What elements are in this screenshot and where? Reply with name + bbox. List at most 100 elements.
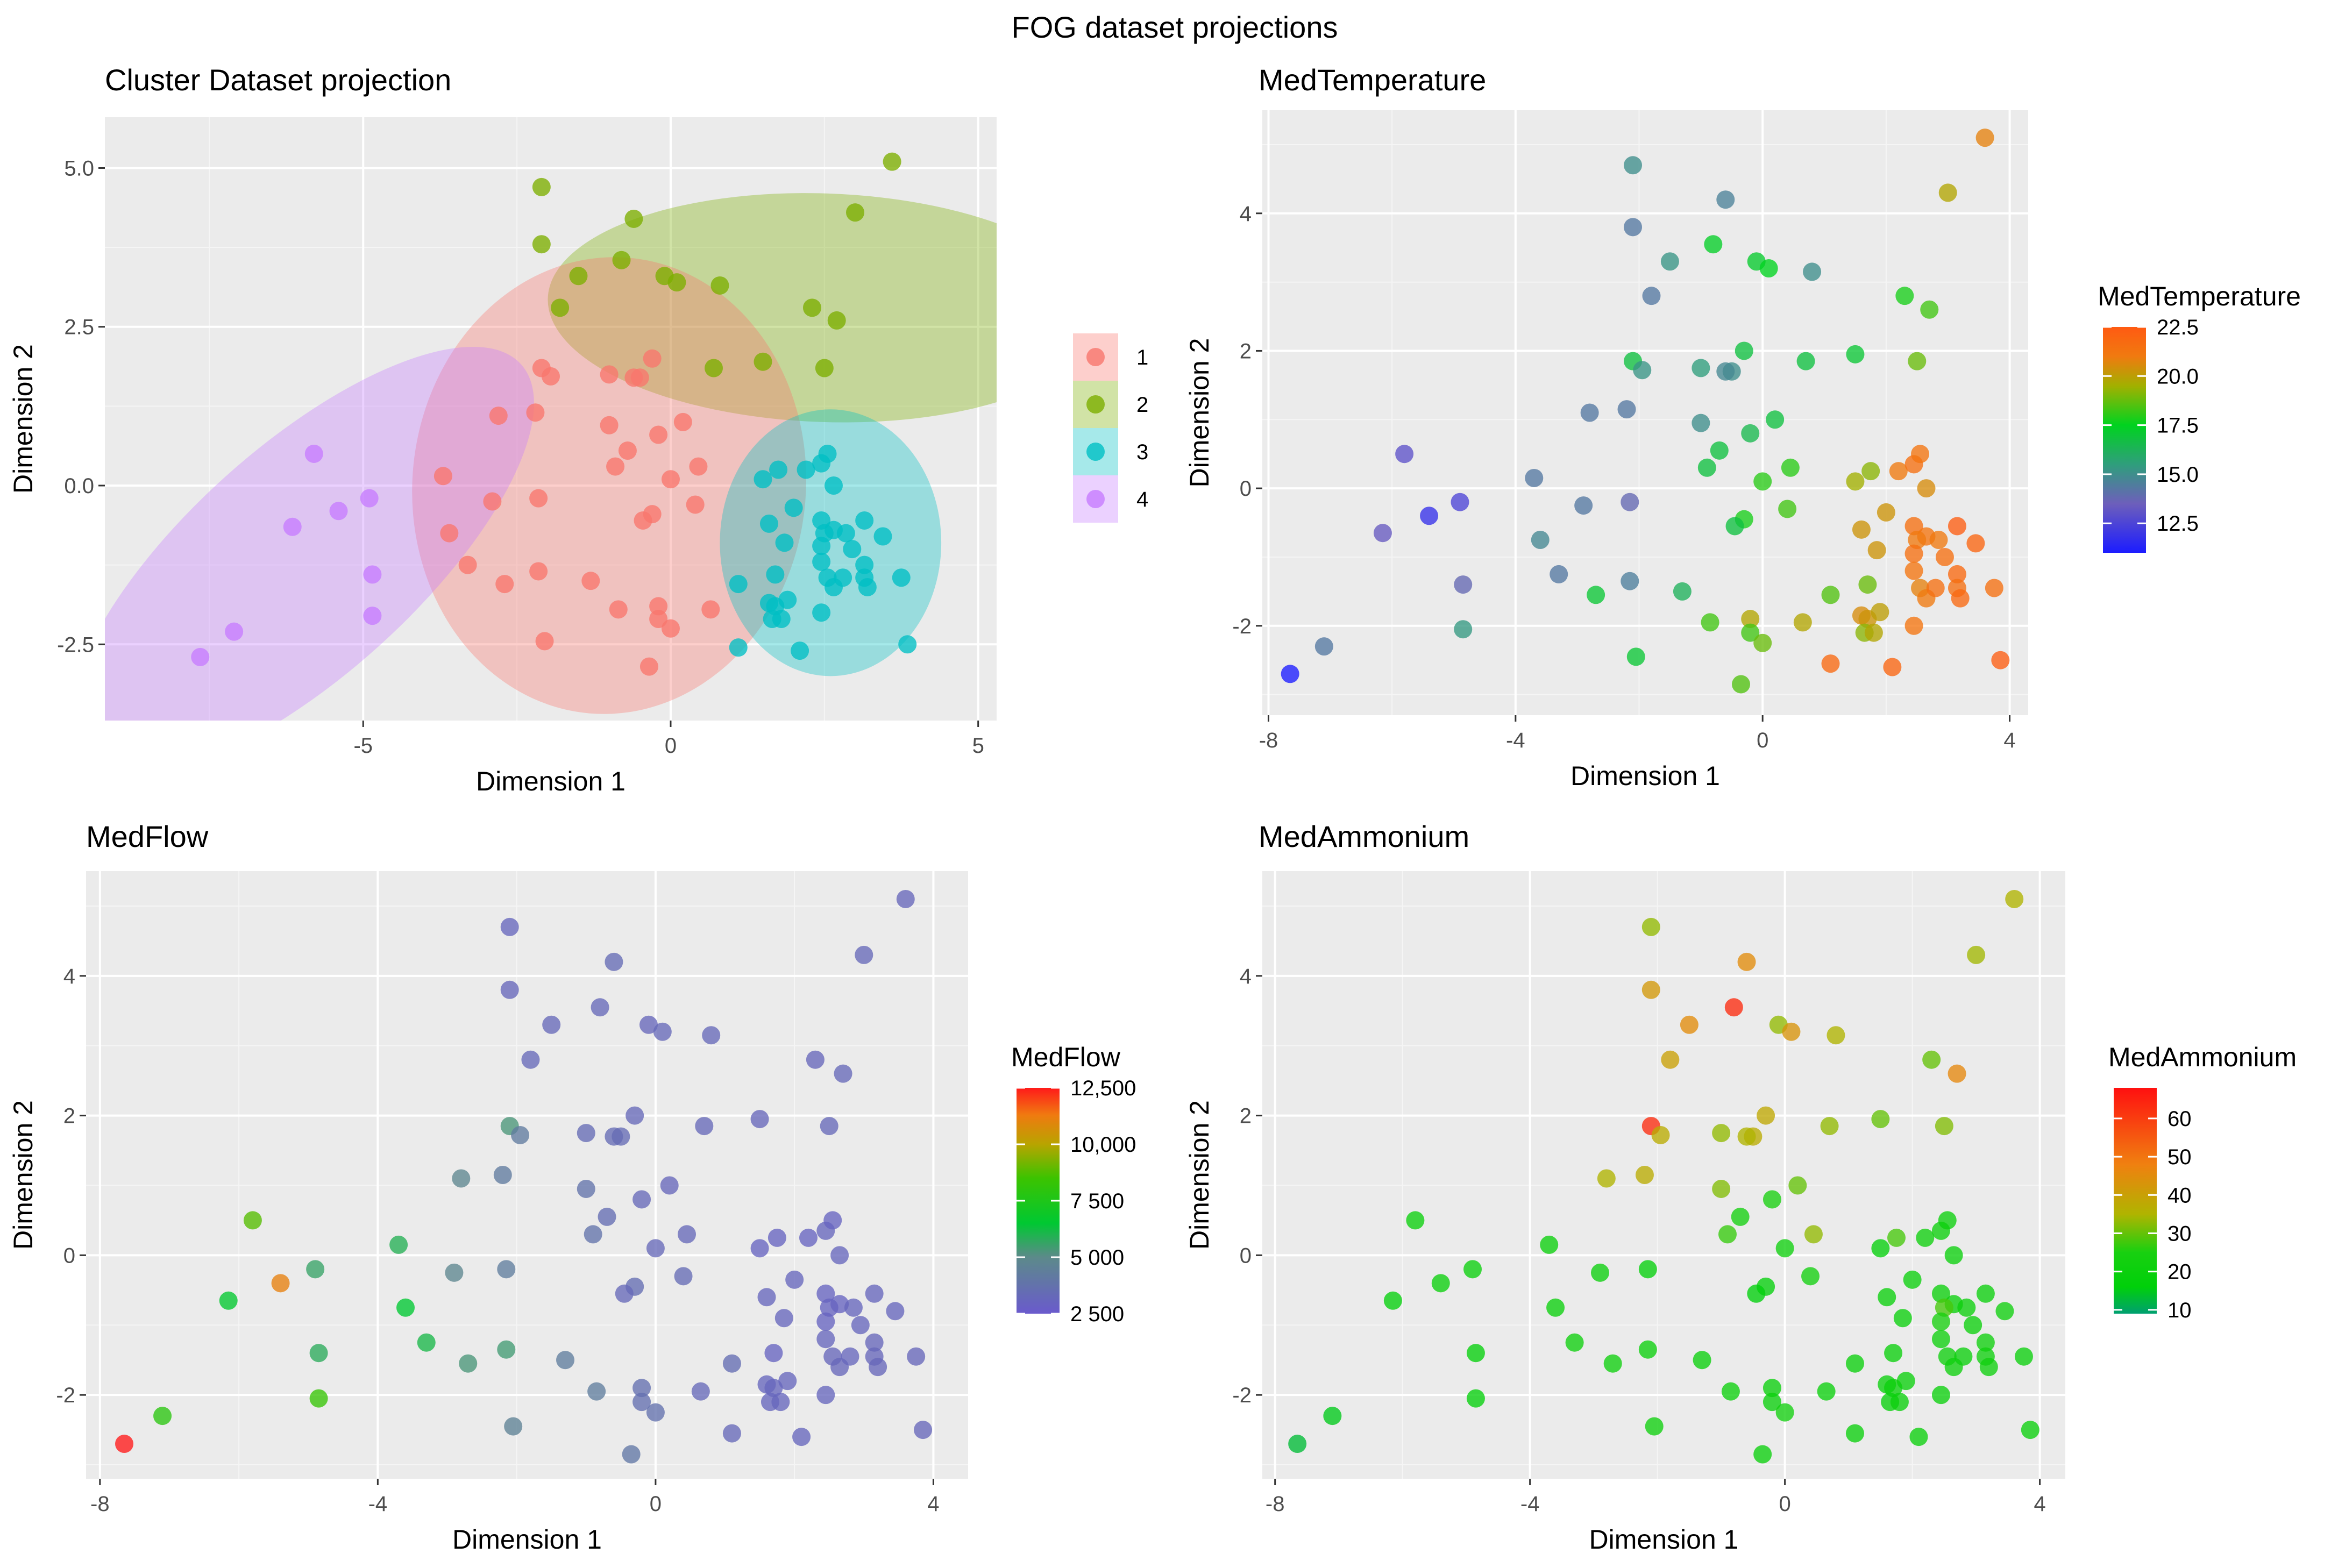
- panel-flow: MedFlow -8 -4 0 4 -2 0 2 4 Dimension 1 Dimension 2…: [8, 819, 1136, 1555]
- scatter-point: [363, 607, 382, 625]
- scatter-point: [1821, 654, 1840, 673]
- scatter-point: [542, 367, 560, 386]
- scatter-point: [841, 1347, 859, 1366]
- scatter-point: [1763, 1190, 1781, 1209]
- scatter-point: [667, 273, 686, 292]
- scatter-point: [1697, 458, 1716, 477]
- scatter-point: [1867, 541, 1886, 560]
- scatter-point: [1753, 472, 1772, 491]
- scatter-point: [660, 1176, 679, 1195]
- scatter-point: [521, 1050, 540, 1069]
- legend-key-point: [1086, 348, 1105, 366]
- scatter-point: [1741, 623, 1760, 642]
- scatter-point: [818, 444, 837, 463]
- scatter-point: [1451, 493, 1469, 511]
- scatter-point: [1531, 531, 1550, 550]
- panel-title: Cluster Dataset projection: [105, 63, 451, 97]
- scatter-point: [1904, 544, 1923, 563]
- scatter-point: [1757, 1106, 1775, 1125]
- scatter-point: [1908, 352, 1927, 370]
- scatter-point: [1673, 582, 1692, 601]
- y-axis-label: Dimension 2: [8, 344, 38, 494]
- y-tick-label: 4: [1240, 965, 1252, 988]
- scatter-point: [329, 502, 348, 521]
- scatter-point: [646, 1403, 665, 1422]
- scatter-point: [1871, 603, 1889, 622]
- data-layer: [1288, 889, 2039, 1464]
- scatter-point: [649, 425, 668, 444]
- legend-tick-label: 20.0: [2157, 365, 2199, 388]
- scatter-point: [1463, 1260, 1482, 1279]
- scatter-point: [816, 1330, 835, 1349]
- scatter-point: [1525, 468, 1544, 487]
- scatter-point: [1820, 1117, 1839, 1136]
- scatter-point: [1710, 441, 1729, 460]
- scatter-point: [1904, 561, 1923, 580]
- scatter-point: [1712, 1124, 1731, 1143]
- scatter-point: [1661, 1050, 1680, 1069]
- scatter-point: [532, 235, 551, 254]
- scatter-point: [495, 575, 514, 594]
- scatter-point: [1732, 675, 1750, 694]
- scatter-point: [363, 565, 382, 584]
- legend-tick-label: 5 000: [1070, 1246, 1124, 1270]
- scatter-point: [191, 647, 210, 666]
- scatter-point: [1903, 1270, 1922, 1289]
- scatter-point: [1938, 183, 1957, 202]
- scatter-point: [1935, 547, 1954, 566]
- legend-key-point: [1086, 490, 1105, 508]
- legend-tick-label: 50: [2167, 1145, 2192, 1169]
- x-tick-label: -4: [1506, 729, 1525, 752]
- scatter-point: [153, 1407, 172, 1426]
- scatter-point: [883, 152, 901, 171]
- scatter-point: [778, 590, 797, 609]
- scatter-point: [846, 203, 865, 222]
- y-tick-label: -2.5: [57, 633, 94, 657]
- scatter-point: [1737, 1127, 1756, 1146]
- scatter-point: [1858, 575, 1877, 594]
- scatter-point: [759, 514, 778, 533]
- scatter-point: [615, 1284, 634, 1303]
- scatter-point: [2014, 1347, 2033, 1366]
- legend-tick-label: 12.5: [2157, 512, 2199, 536]
- scatter-point: [851, 1316, 870, 1335]
- scatter-point: [914, 1421, 933, 1439]
- scatter-point: [396, 1298, 415, 1317]
- scatter-point: [1281, 665, 1299, 683]
- scatter-point: [577, 1179, 595, 1198]
- scatter-point: [1922, 1050, 1941, 1069]
- scatter-point: [551, 298, 570, 317]
- scatter-point: [1587, 586, 1605, 604]
- scatter-point: [1781, 458, 1800, 477]
- scatter-point: [309, 1344, 328, 1363]
- scatter-point: [1701, 613, 1719, 632]
- scatter-point: [556, 1351, 575, 1370]
- scatter-point: [1964, 1316, 1982, 1335]
- scatter-point: [458, 555, 477, 574]
- legend-tick-label: 2 500: [1070, 1302, 1124, 1326]
- scatter-point: [1804, 1225, 1823, 1244]
- scatter-point: [702, 1026, 721, 1045]
- scatter-point: [1716, 362, 1735, 381]
- scatter-point: [1909, 1428, 1928, 1446]
- legend-label: 4: [1136, 488, 1148, 511]
- scatter-point: [843, 540, 862, 559]
- scatter-point: [1420, 507, 1439, 525]
- legend-tick-label: 15.0: [2157, 463, 2199, 487]
- scatter-point: [600, 416, 619, 434]
- y-tick-label: 0: [1240, 477, 1252, 501]
- scatter-point: [764, 1344, 783, 1363]
- scatter-point: [784, 498, 803, 517]
- scatter-point: [1624, 156, 1643, 175]
- scatter-point: [598, 1207, 616, 1226]
- plot-background: [1262, 110, 2028, 715]
- legend-cluster: 1 2 3 4: [1073, 333, 1148, 523]
- scatter-point: [1466, 1389, 1485, 1408]
- scatter-point: [1766, 410, 1785, 429]
- scatter-point: [1775, 1239, 1794, 1258]
- scatter-point: [907, 1347, 926, 1366]
- scatter-point: [389, 1235, 408, 1254]
- scatter-point: [661, 470, 680, 489]
- scatter-point: [633, 1393, 651, 1412]
- scatter-point: [1796, 352, 1815, 370]
